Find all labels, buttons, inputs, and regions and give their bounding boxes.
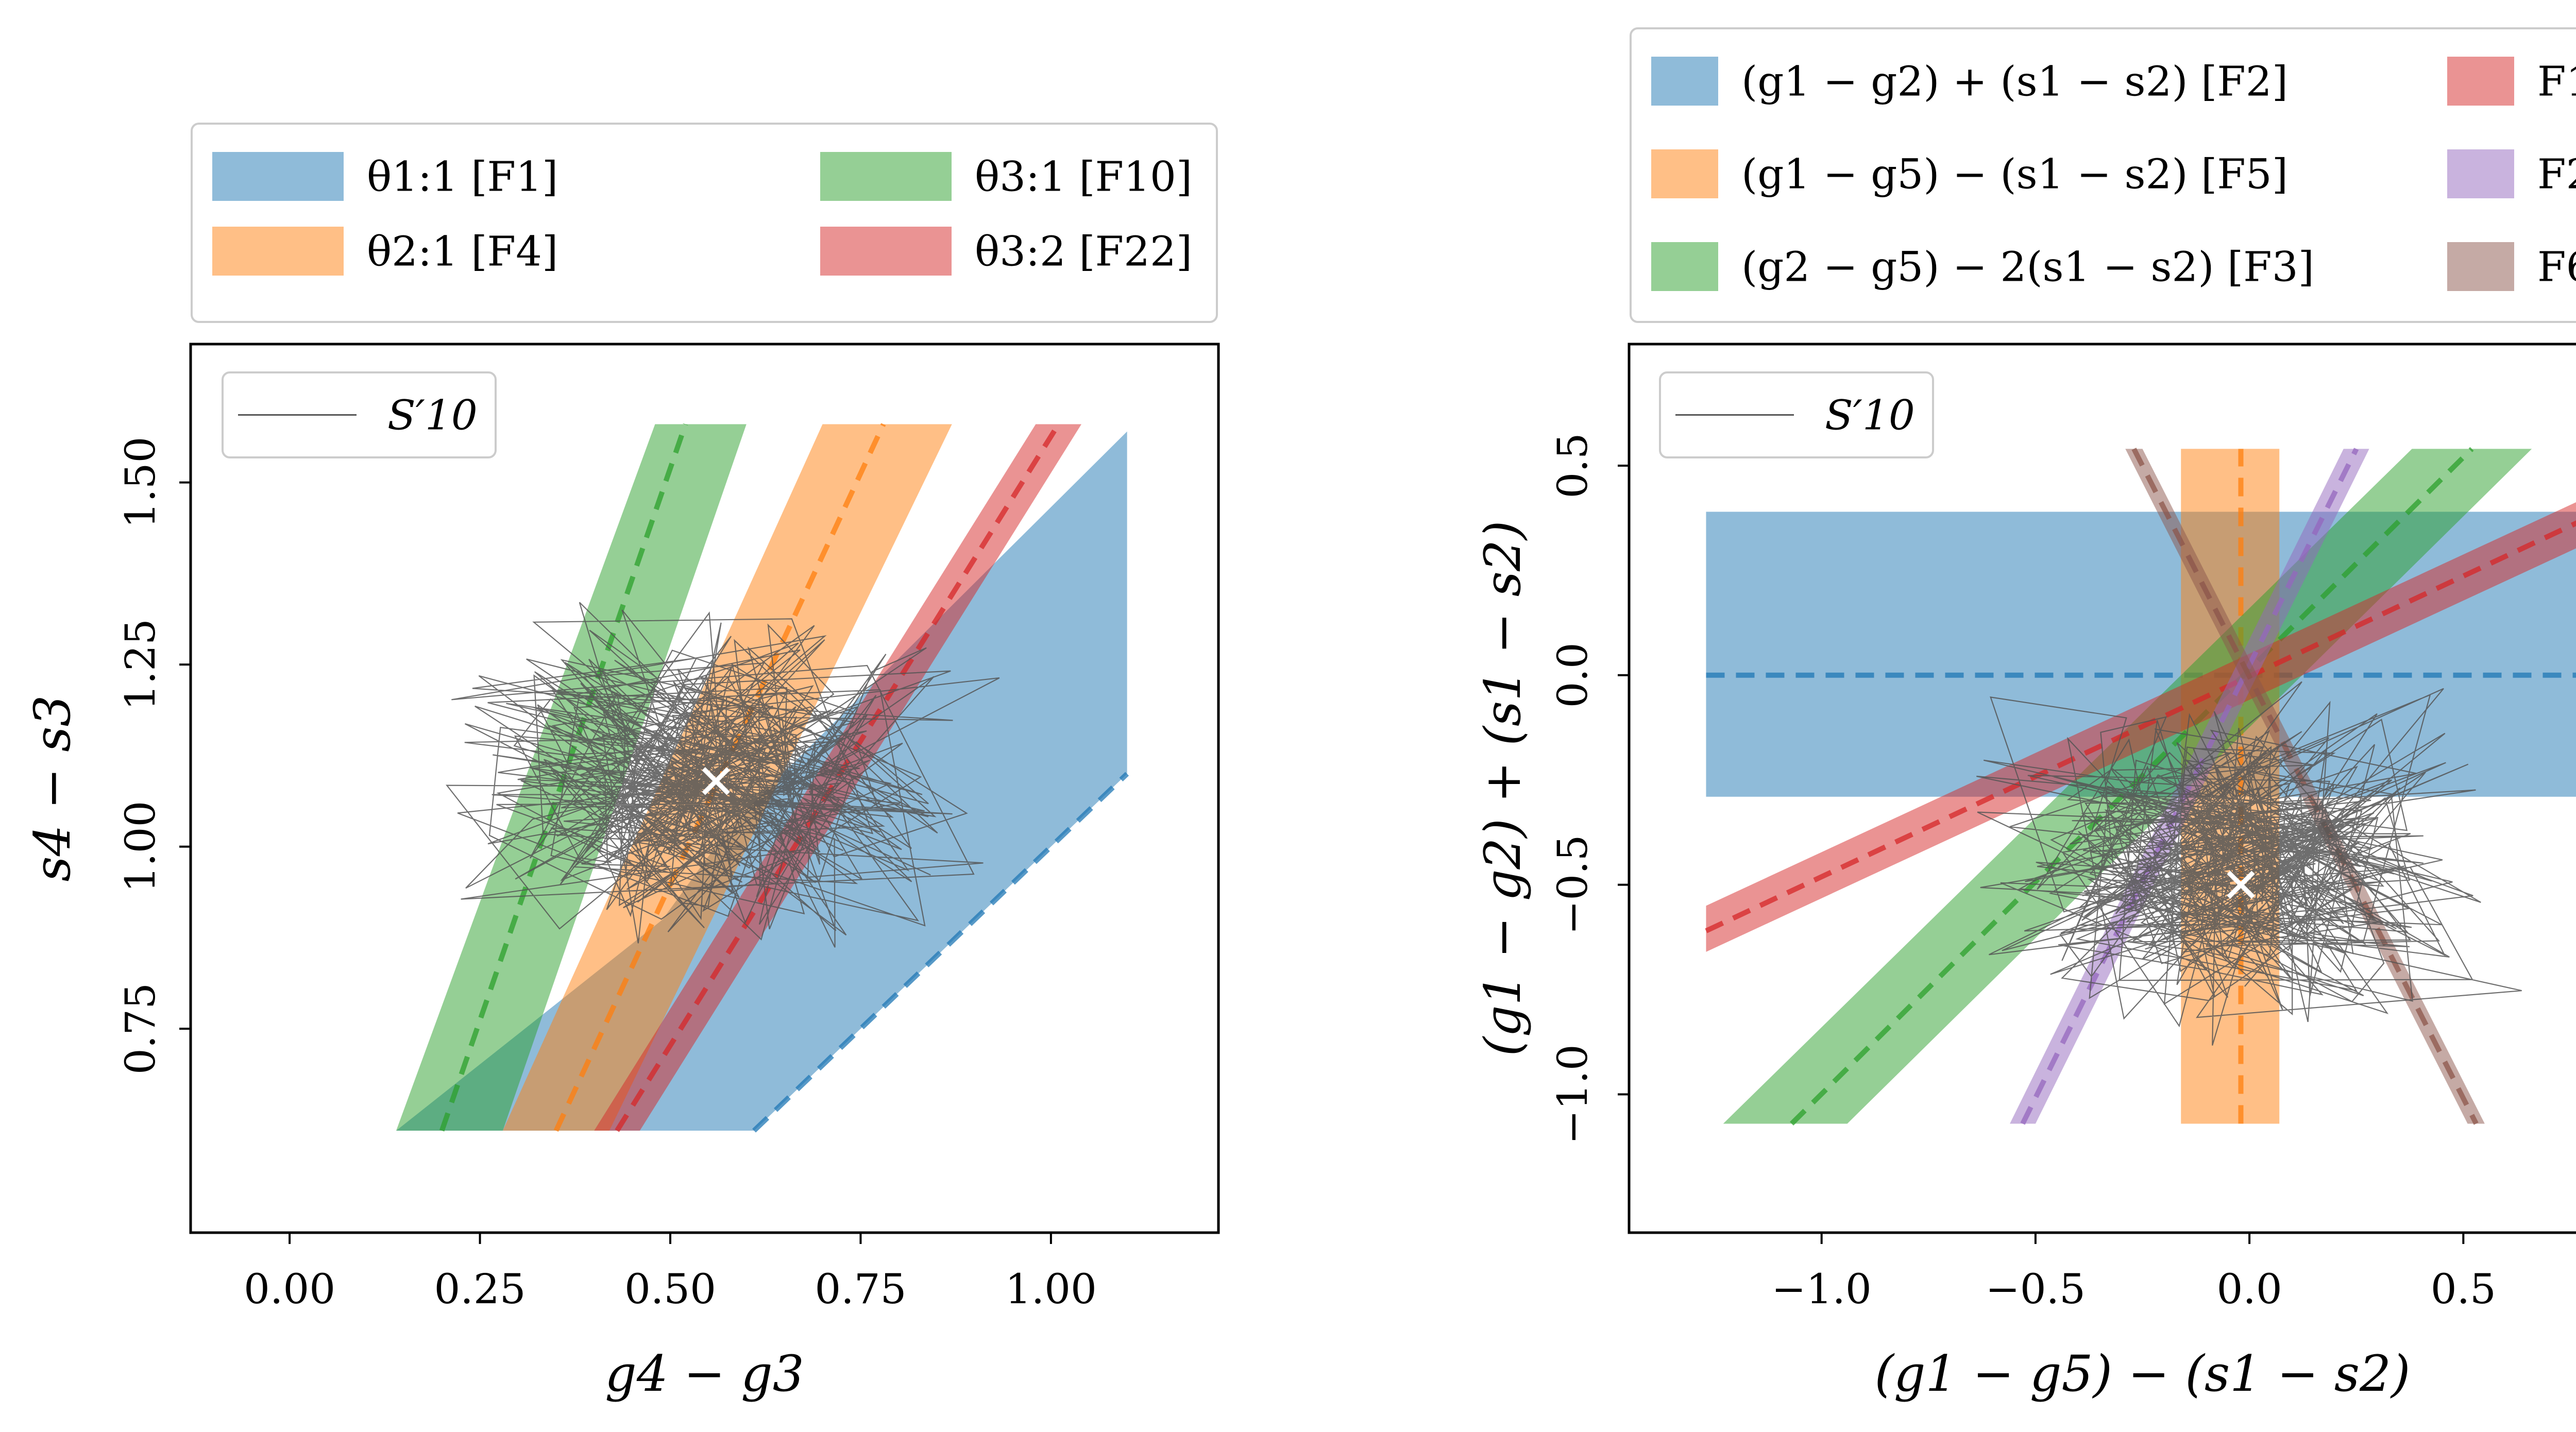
band-center-line-4 [615,422,1061,1132]
y-tick-label: 1.00 [116,801,164,893]
y-axis-label: s4 − s3 [24,695,81,881]
plot-frame [189,343,1220,1234]
band-6 [2125,449,2485,1124]
inset-legend-label: S′10 [1825,391,1915,439]
legend-swatch-6 [2447,242,2514,291]
x-tick-label: 0.75 [815,1265,906,1313]
x-tick-label: 0.50 [624,1265,716,1313]
x-tick-label: 0.5 [2431,1265,2496,1313]
band-center-line-6 [2131,448,2479,1125]
legend-swatch-5 [1651,242,1718,291]
x-tick-label: −0.5 [1986,1265,2086,1313]
band-center-line-5 [2020,448,2359,1125]
band-1 [396,431,1127,1131]
trajectory-line [1976,681,2522,1046]
legend-label-2: F17 [2537,58,2576,106]
y-axis-label: (g1 − g2) + (s1 − s2) [1474,521,1532,1056]
inset-legend-box [1659,371,1934,458]
legend-label-6: F66 [2537,243,2576,291]
marker-stroke-2 [2227,871,2255,899]
inset-legend-label: S′10 [387,391,478,439]
band-center-line-1 [752,772,1129,1133]
y-tick-label: 1.50 [116,437,164,529]
legend-swatch-4 [2447,149,2514,198]
legend-label-2: θ3:1 [F10] [975,153,1192,201]
x-tick-label: 0.00 [244,1265,335,1313]
top-legend-box [1630,27,2576,323]
legend-label-5: (g2 − g5) − 2(s1 − s2) [F3] [1741,243,2314,291]
legend-swatch-2 [2447,57,2514,106]
x-tick-label: −1.0 [1772,1265,1872,1313]
y-tick-label: 0.75 [116,983,164,1075]
trajectory-line [446,602,1000,948]
legend-label-1: θ1:1 [F1] [367,153,558,201]
plot-frame [1628,343,2576,1234]
band-center-line-4 [1705,520,2576,933]
inset-legend-box [222,371,497,458]
legend-swatch-3 [212,227,344,276]
legend-label-1: (g1 − g2) + (s1 − s2) [F2] [1741,58,2288,106]
x-axis-label: g4 − g3 [605,1345,804,1403]
y-tick-label: 0.0 [1549,642,1597,708]
chart-panel-1: 0.00 0.25 0.50 0.75 1.00 0.75 1.00 1.25 1.50 g4 −… [24,123,1220,1403]
legend-swatch-1 [1651,57,1718,106]
top-legend-box [191,123,1218,323]
y-tick-label: 1.25 [116,619,164,710]
plot-area [1705,447,2576,1126]
x-tick-label: 0.0 [2216,1265,2282,1313]
y-tick-label: −0.5 [1549,835,1597,935]
y-tick-label: −1.0 [1549,1044,1597,1144]
legend-swatch-3 [1651,149,1718,198]
legend-label-4: F28 [2537,150,2576,198]
x-tick-label: 0.25 [434,1265,526,1313]
x-axis-label: (g1 − g5) − (s1 − s2) [1875,1345,2411,1403]
plot-area [396,422,1129,1133]
legend-label-3: (g1 − g5) − (s1 − s2) [F5] [1741,150,2288,198]
marker-stroke-2 [702,767,730,795]
y-tick-label: 0.5 [1549,433,1597,498]
chart-panel-2: −1.0 −0.5 0.0 0.50.50.0−0.5−1.0(g1 − g5) − … [1474,27,2576,1403]
legend-swatch-1 [212,152,344,201]
legend-swatch-4 [820,227,952,276]
legend-label-4: θ3:2 [F22] [975,228,1192,276]
legend-label-3: θ2:1 [F4] [367,228,558,276]
legend-swatch-2 [820,152,952,201]
x-tick-label: 1.00 [1005,1265,1097,1313]
